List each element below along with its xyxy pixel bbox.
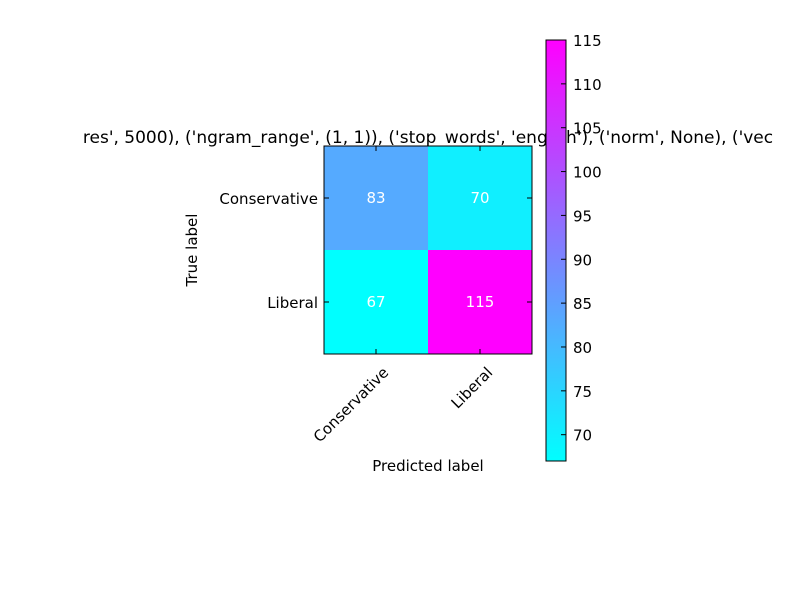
cell-value-0-1: 70	[470, 189, 489, 207]
y-tick-label-0: Conservative	[219, 190, 318, 208]
cell-value-1-0: 67	[366, 293, 385, 311]
cell-value-1-1: 115	[466, 293, 495, 311]
colorbar-tick-label-4: 90	[573, 251, 592, 269]
x-tick-label-0: Conservative	[310, 364, 392, 446]
colorbar-tick-label-8: 110	[573, 76, 602, 94]
x-tick-label-1: Liberal	[448, 364, 497, 413]
heatmap-cell-0-0	[324, 146, 428, 250]
colorbar-tick-label-9: 115	[573, 32, 602, 50]
y-tick-labels: Conservative Liberal	[219, 190, 318, 312]
heatmap-cell-labels: 83 70 67 115	[366, 189, 494, 311]
colorbar-tick-label-5: 95	[573, 207, 592, 225]
heatmap-cell-1-0	[324, 250, 428, 354]
x-axis-label: Predicted label	[372, 457, 483, 475]
y-tick-label-1: Liberal	[267, 294, 318, 312]
colorbar-ticks: 70 75 80 85 90 95 100 105 110 115	[561, 32, 602, 445]
heatmap-cell-1-1	[428, 250, 532, 354]
colorbar-tick-label-2: 80	[573, 339, 592, 357]
y-axis-label: True label	[183, 214, 201, 288]
colorbar-tick-label-1: 75	[573, 383, 592, 401]
heatmap-cell-0-1	[428, 146, 532, 250]
colorbar-tick-label-6: 100	[573, 164, 602, 182]
chart-title: res', 5000), ('ngram_range', (1, 1)), ('…	[83, 128, 773, 148]
heatmap-cells	[324, 146, 532, 354]
axis-ticks	[324, 146, 532, 354]
colorbar-tick-label-7: 105	[573, 120, 602, 138]
colorbar-tick-label-0: 70	[573, 427, 592, 445]
plot-frame	[323, 145, 533, 355]
cell-value-0-0: 83	[366, 189, 385, 207]
colorbar	[545, 39, 567, 462]
x-tick-labels: Conservative Liberal	[310, 364, 496, 446]
colorbar-tick-label-3: 85	[573, 295, 592, 313]
